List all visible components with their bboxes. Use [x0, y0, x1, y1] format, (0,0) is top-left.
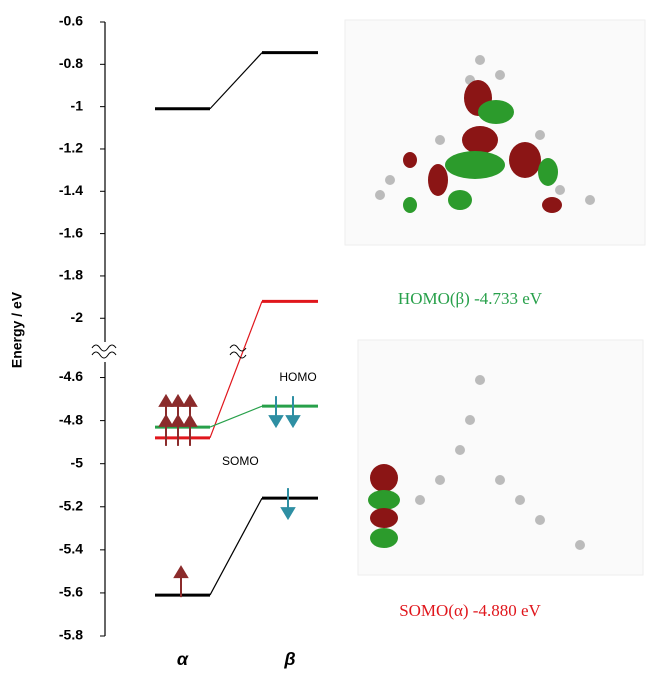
y-tick-label: -5.2 — [59, 497, 83, 513]
y-tick-label: -5.6 — [59, 584, 83, 600]
annotation: HOMO — [279, 370, 316, 384]
level-connector — [210, 53, 262, 109]
y-tick-label: -5.8 — [59, 627, 83, 643]
y-tick-label: -4.6 — [59, 368, 83, 384]
y-axis-label: Energy / eV — [9, 291, 25, 368]
level-connector — [210, 498, 262, 595]
annotation: SOMO(α) -4.880 eV — [399, 601, 541, 620]
electron-arrow — [175, 567, 187, 597]
electron-arrow — [184, 416, 196, 446]
y-tick-label: -1.6 — [59, 224, 83, 240]
electron-arrow — [287, 396, 299, 426]
electron-arrow — [282, 488, 294, 518]
electron-arrow — [172, 416, 184, 446]
chart: -0.6 -0.8 -1 -1.2 -1.4 -1.6 -1.8 -2 -4.6 -4.8 -5 -5… — [0, 0, 654, 675]
annotation: HOMO(β) -4.733 eV — [398, 289, 543, 308]
y-tick-label: -4.8 — [59, 411, 83, 427]
y-tick-label: -5 — [71, 454, 84, 470]
annotation: SOMO — [222, 454, 259, 468]
x-category-label: β — [283, 649, 295, 669]
electron-arrow — [160, 416, 172, 446]
y-tick-label: -1 — [71, 97, 84, 113]
molecule-frame — [358, 340, 643, 575]
y-tick-label: -0.8 — [59, 55, 83, 71]
x-category-label: α — [177, 649, 189, 669]
y-tick-label: -5.4 — [59, 541, 83, 557]
axis-break — [92, 345, 116, 358]
y-tick-label: -0.6 — [59, 13, 83, 29]
level-connector — [210, 301, 262, 438]
y-tick-label: -2 — [71, 309, 84, 325]
y-tick-label: -1.4 — [59, 182, 83, 198]
connector-break — [230, 345, 246, 358]
y-tick-label: -1.2 — [59, 140, 83, 156]
electron-arrow — [270, 396, 282, 426]
y-tick-label: -1.8 — [59, 267, 83, 283]
